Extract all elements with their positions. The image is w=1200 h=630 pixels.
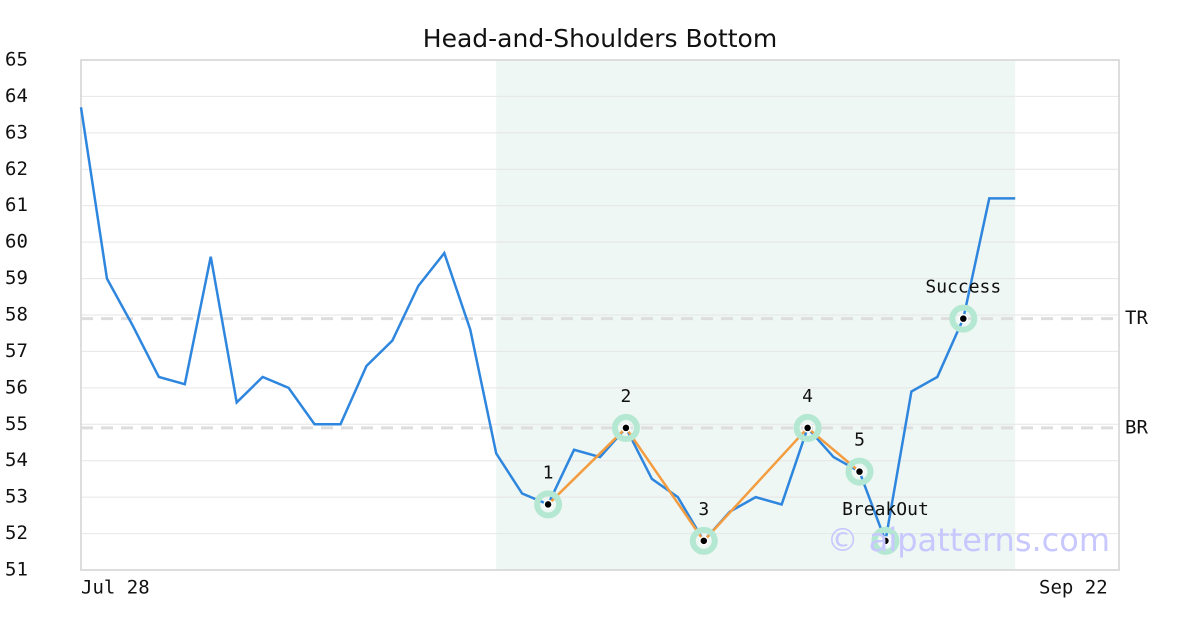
y-tick-label: 52 [5,522,28,544]
pattern-point-dot [621,423,631,433]
y-tick-label: 57 [5,340,28,362]
y-tick-label: 58 [5,304,28,326]
y-tick-label: 54 [5,449,28,471]
y-tick-label: 60 [5,231,28,253]
pattern-point-halo [611,413,640,442]
y-tick-label: 64 [5,85,28,107]
chart-title: Head-and-Shoulders Bottom [423,24,777,53]
event-point-dot [958,313,969,324]
y-tick-label: 61 [5,194,28,216]
event-point-label: Success [925,277,1001,298]
pattern-point-halo [534,490,563,519]
y-tick-label: 53 [5,486,28,508]
event-point-dot [880,536,891,546]
event-point-label: BreakOut [842,499,929,520]
pattern-point-halo [845,457,874,486]
event-point-halo [871,526,900,555]
y-tick-label: 63 [5,121,28,143]
y-tick-label: 59 [5,267,28,289]
pattern-point-halo [793,413,822,442]
x-tick-label: Jul 28 [81,577,150,599]
pattern-point-label: 1 [543,462,554,483]
y-tick-label: 62 [5,158,28,180]
y-tick-label: 65 [5,49,28,71]
pattern-point-label: 5 [854,430,865,451]
x-tick-label: Sep 22 [1039,577,1108,599]
event-point-halo [949,304,978,333]
y-tick-label: 55 [5,413,28,435]
pattern-point-label: 4 [802,386,813,407]
level-label: BR [1125,416,1148,438]
y-tick-label: 51 [5,559,28,581]
pattern-point-label: 2 [621,386,632,407]
pattern-point-dot [802,423,813,433]
watermark: © aipatterns.com [827,521,1110,559]
level-label: TR [1125,307,1148,329]
pattern-point-dot [854,466,865,477]
pattern-point-label: 3 [698,499,709,520]
plot-frame [80,59,1120,571]
y-tick-label: 56 [5,376,28,398]
pattern-point-dot [543,499,553,510]
pattern-point-dot [699,536,709,546]
pattern-point-halo [689,526,718,555]
